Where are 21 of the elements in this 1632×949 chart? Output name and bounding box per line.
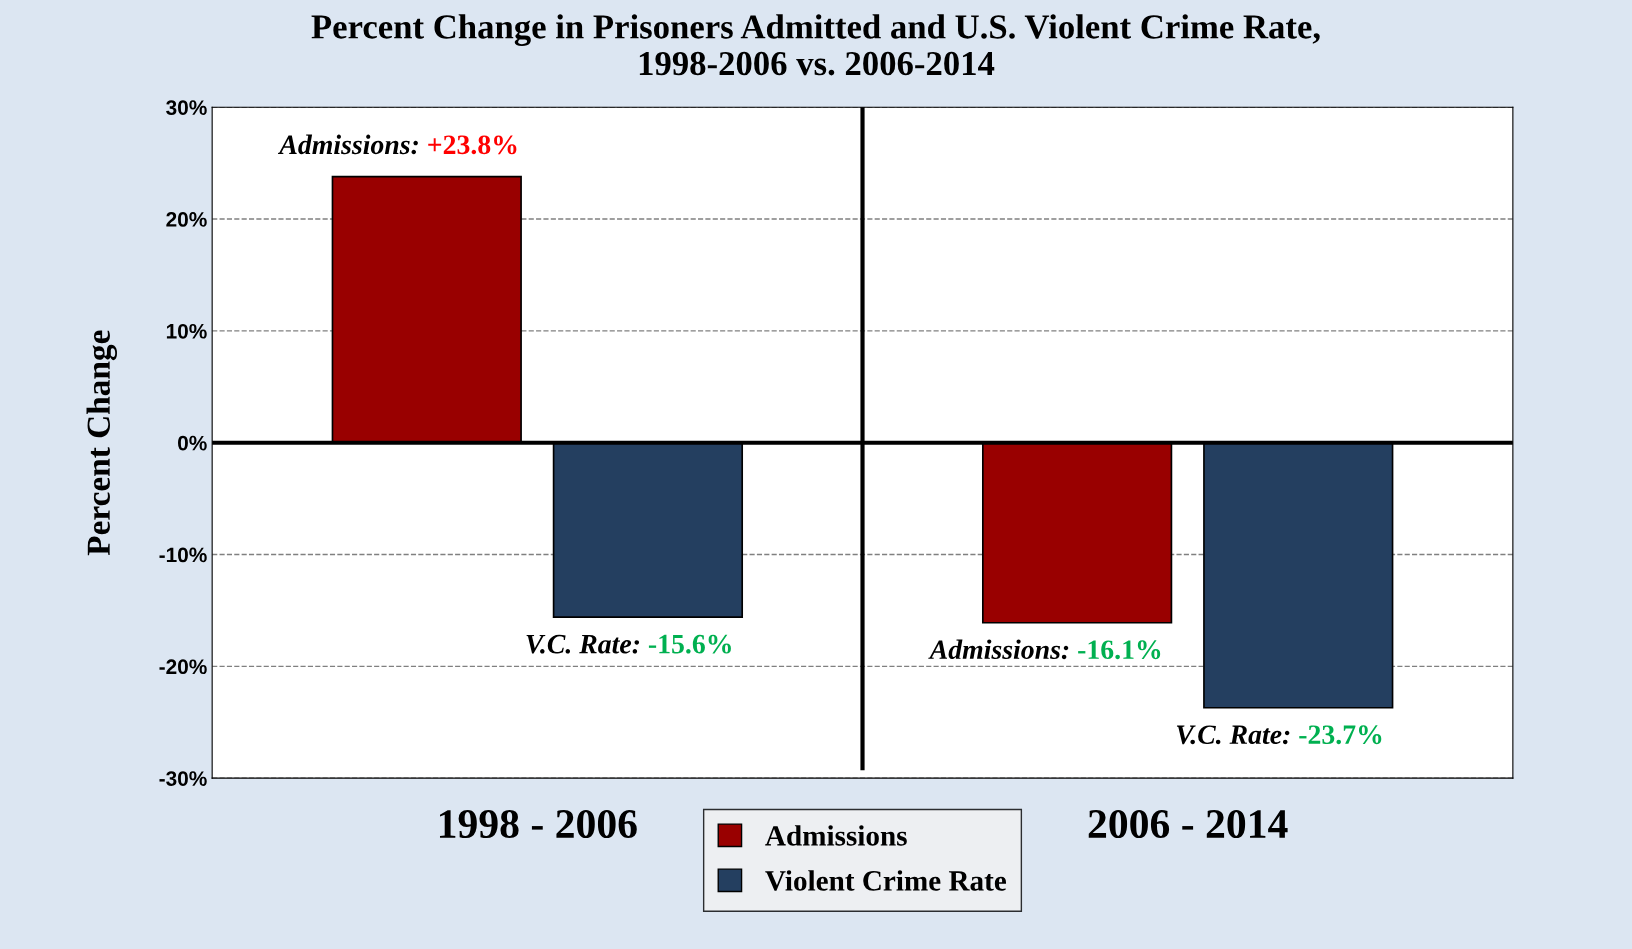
- data-label: +23.8%: [428, 135, 517, 155]
- legend-label: Admissions: [765, 825, 907, 846]
- data-label: -16.1%: [1078, 640, 1161, 660]
- y-tick-label: -10%: [159, 547, 207, 563]
- x-tick-label: 2006 - 2014: [1088, 809, 1288, 839]
- y-tick-label: -20%: [159, 659, 207, 675]
- chart-title: Percent Change in Prisoners Admitted and U.S. Violent Crime Rate, 1998-2006 vs. 2006-2014: [311, 14, 1320, 76]
- annotation: V.C. Rate:: [526, 634, 640, 654]
- y-tick-label: 0%: [178, 435, 207, 451]
- y-tick-label: -30%: [159, 771, 207, 786]
- y-tick-label: 10%: [166, 323, 207, 339]
- y-axis-title: Percent Change: [86, 330, 117, 556]
- y-tick-label: 20%: [166, 212, 207, 227]
- data-label: -15.6%: [648, 634, 731, 654]
- data-label: -23.7%: [1299, 725, 1382, 745]
- y-tick-label: 30%: [166, 100, 207, 116]
- annotation: Admissions:: [928, 639, 1069, 660]
- annotation: V.C. Rate:: [1176, 725, 1290, 745]
- legend-label: Violent Crime Rate: [765, 870, 1007, 891]
- annotation: Admissions:: [277, 134, 418, 155]
- x-tick-label: 1998 - 2006: [439, 809, 637, 839]
